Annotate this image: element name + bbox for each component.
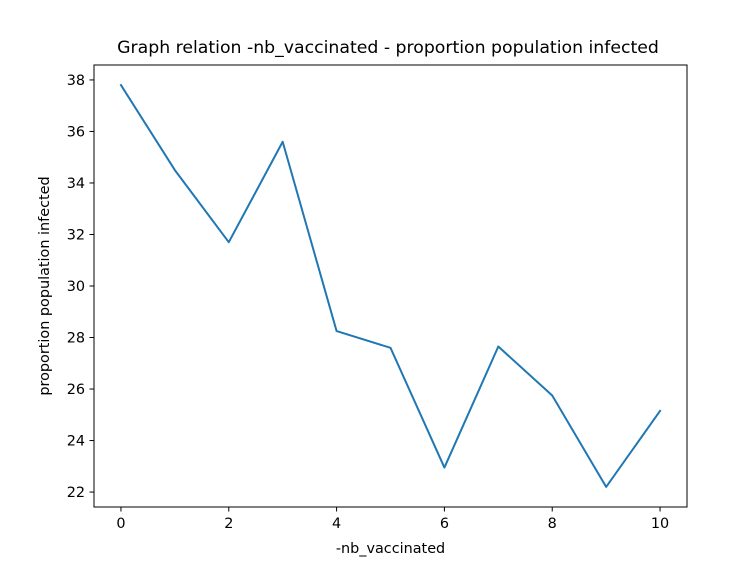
series-layer — [119, 83, 662, 488]
y-tick-label: 38 — [67, 73, 85, 89]
y-axis-label: proportion population infected — [37, 176, 53, 395]
series-line — [119, 83, 662, 488]
y-tick-label: 24 — [67, 434, 85, 450]
y-tick-label: 28 — [67, 331, 85, 347]
x-tick-label: 8 — [548, 516, 557, 532]
y-tick-label: 22 — [67, 485, 85, 501]
plot-frame — [93, 64, 688, 508]
x-axis: 0 2 4 6 8 10 — [116, 507, 669, 532]
x-axis-label: -nb_vaccinated — [336, 541, 445, 557]
x-tick-label: 0 — [116, 516, 125, 532]
x-tick-label: 2 — [224, 516, 233, 532]
chart-title: Graph relation -nb_vaccinated - proporti… — [117, 38, 659, 58]
x-tick-label: 6 — [440, 516, 449, 532]
y-tick-label: 30 — [67, 279, 85, 295]
y-axis: 22 24 26 28 30 32 34 36 38 — [67, 73, 94, 501]
x-tick-label: 10 — [651, 516, 669, 532]
y-tick-label: 36 — [67, 124, 85, 140]
y-tick-label: 32 — [67, 227, 85, 243]
x-tick-label: 4 — [332, 516, 341, 532]
y-tick-label: 26 — [67, 382, 85, 398]
y-tick-label: 34 — [67, 176, 85, 192]
